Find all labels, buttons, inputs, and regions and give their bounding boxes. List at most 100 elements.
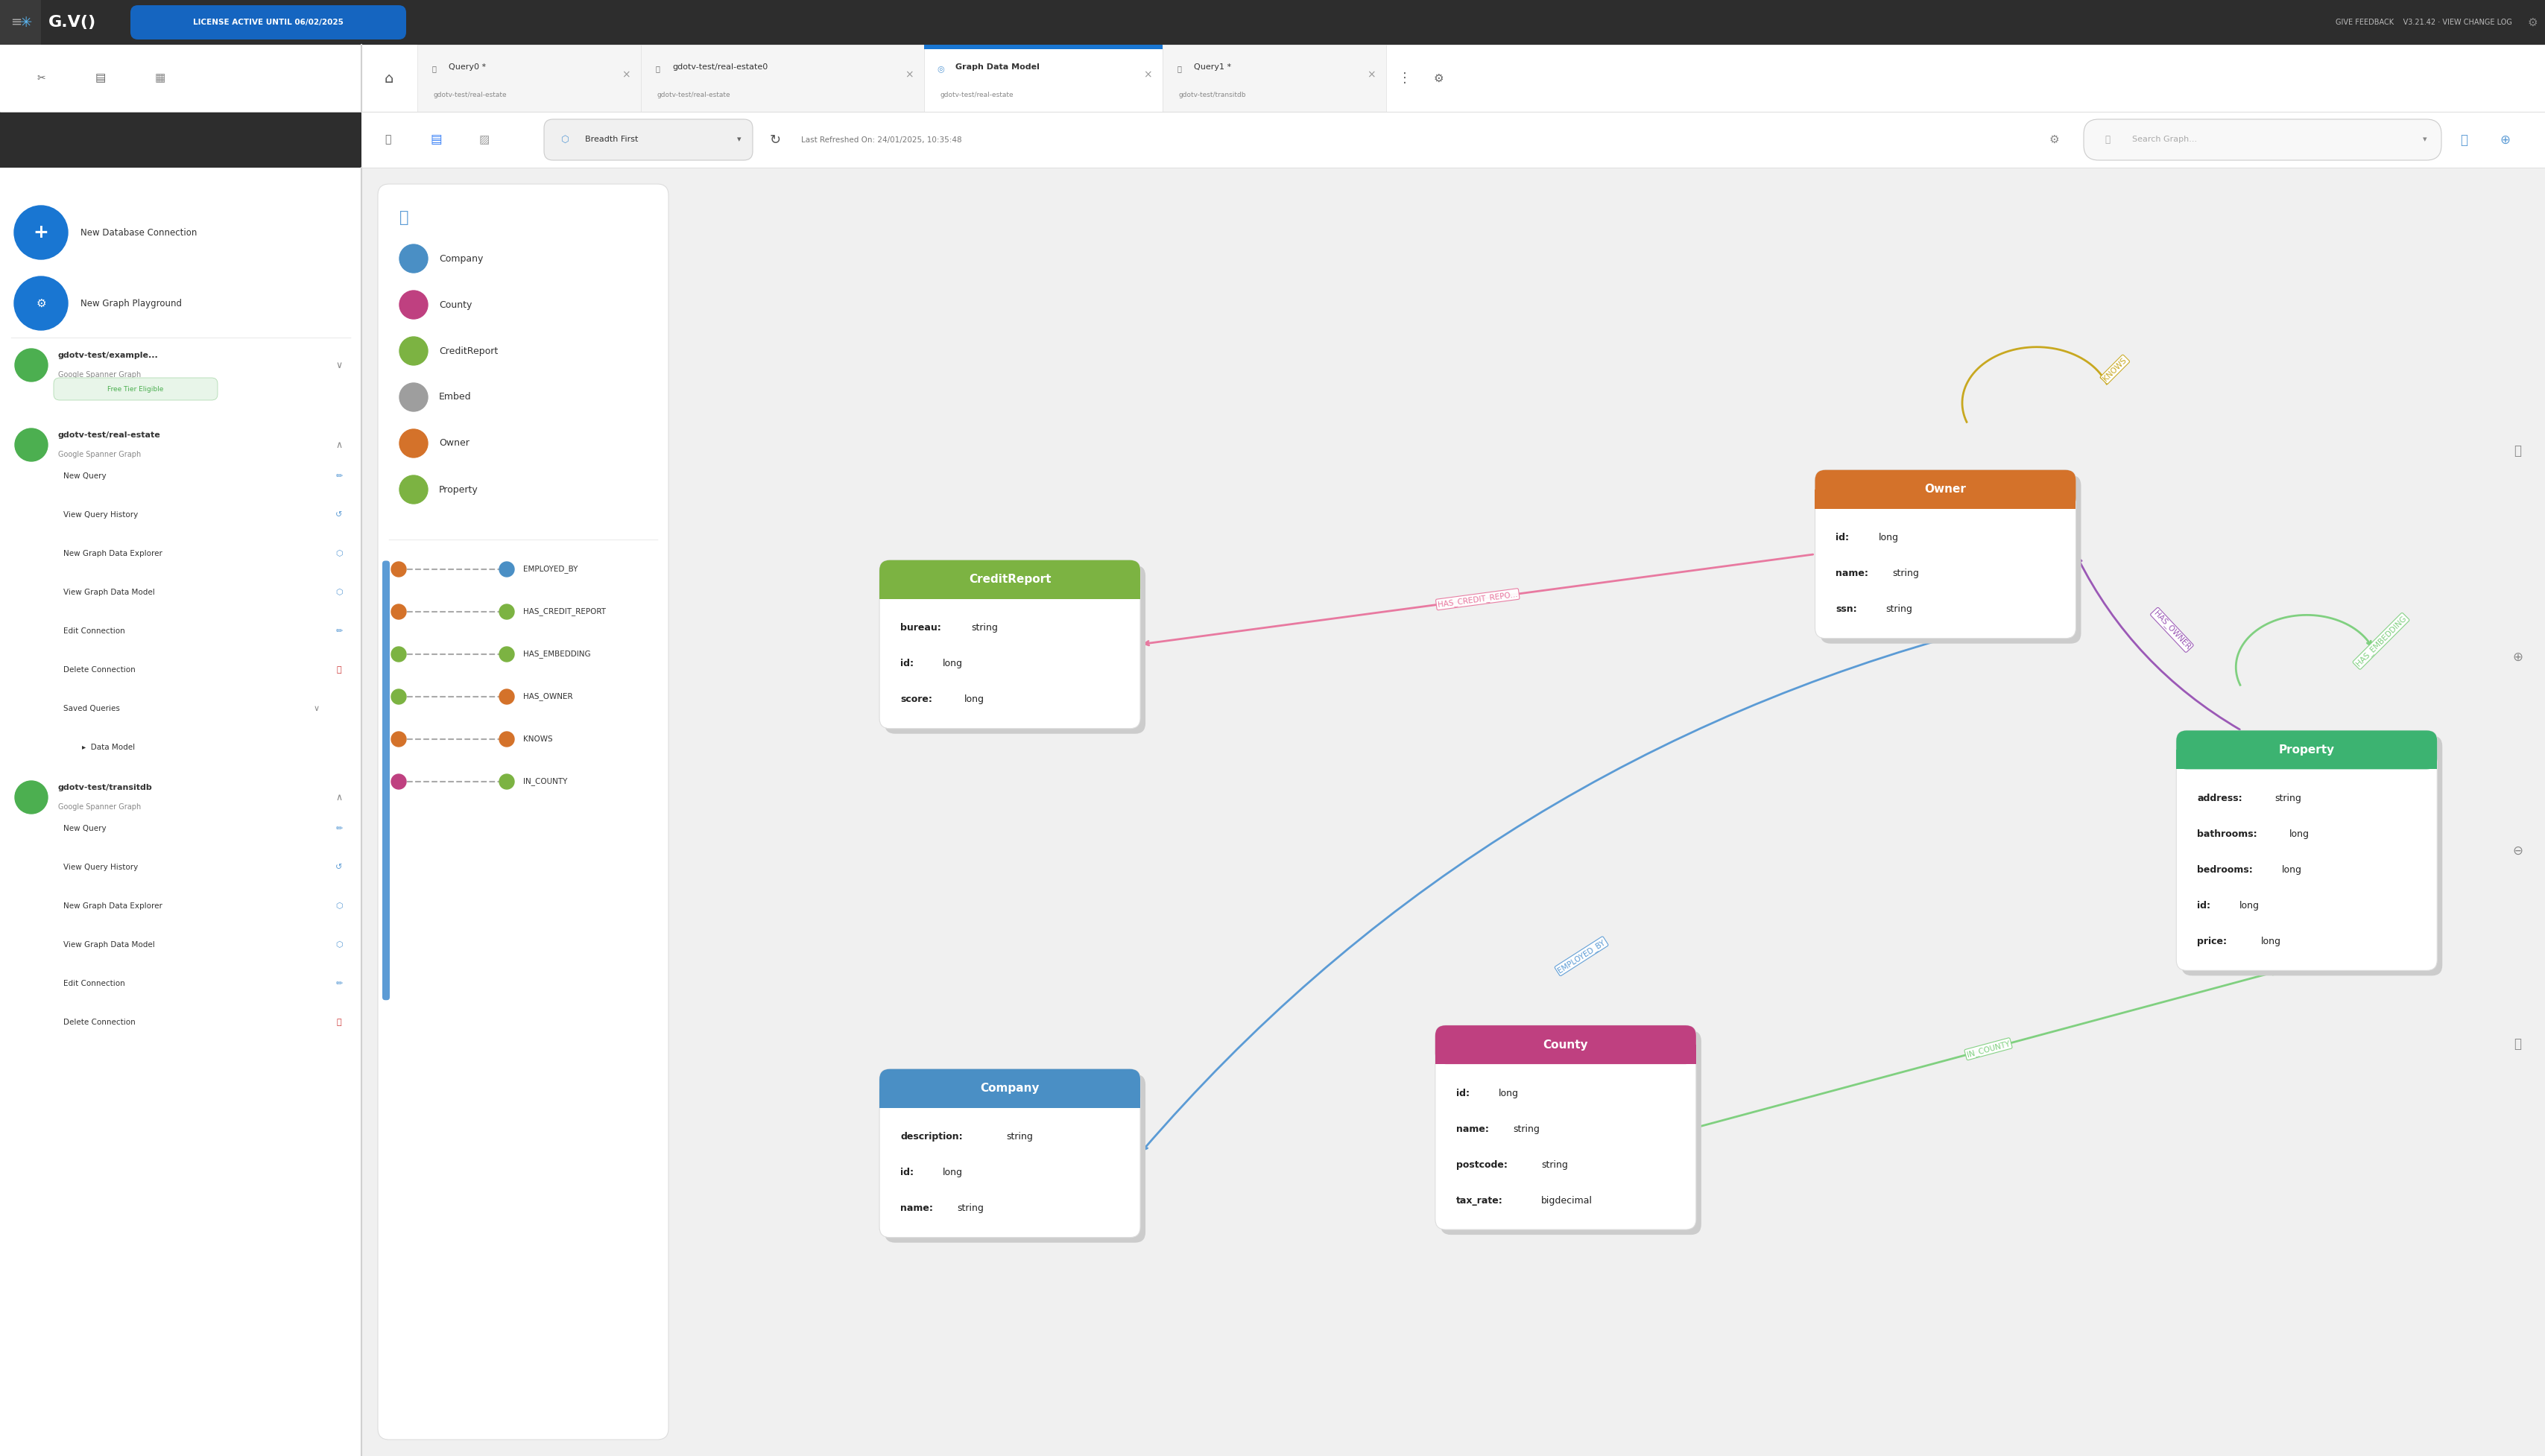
- Text: G.V(): G.V(): [48, 15, 97, 29]
- Circle shape: [400, 476, 428, 504]
- Text: Free Tier Eligible: Free Tier Eligible: [107, 386, 163, 392]
- Text: 🔍: 🔍: [2105, 135, 2110, 144]
- Text: ▸  Data Model: ▸ Data Model: [81, 744, 135, 751]
- Text: string: string: [2275, 794, 2301, 804]
- Bar: [0, 45, 2545, 112]
- Text: 🌐: 🌐: [2458, 132, 2466, 147]
- Text: postcode:: postcode:: [1456, 1160, 1507, 1169]
- Text: ⊕: ⊕: [2512, 651, 2522, 664]
- Text: ⬡: ⬡: [336, 550, 344, 558]
- Text: ▤: ▤: [94, 73, 107, 84]
- FancyBboxPatch shape: [1820, 475, 2079, 644]
- Text: View Query History: View Query History: [64, 511, 137, 518]
- Circle shape: [392, 775, 407, 789]
- Circle shape: [400, 383, 428, 411]
- Text: ⌂: ⌂: [384, 71, 394, 86]
- Text: id:: id:: [2196, 901, 2209, 910]
- Text: HAS_OWNER: HAS_OWNER: [524, 693, 573, 700]
- Text: ⚙: ⚙: [2527, 17, 2537, 28]
- Text: Embed: Embed: [438, 392, 471, 402]
- Text: KNOWS: KNOWS: [524, 735, 552, 743]
- Bar: [2176, 750, 2436, 769]
- Text: id:: id:: [1456, 1088, 1468, 1098]
- Text: New Query: New Query: [64, 472, 107, 480]
- Circle shape: [15, 205, 69, 259]
- FancyBboxPatch shape: [883, 565, 1145, 734]
- Text: ssn:: ssn:: [1835, 604, 1858, 614]
- Text: HAS_EMBEDDING: HAS_EMBEDDING: [524, 651, 590, 658]
- Text: id:: id:: [1835, 533, 1848, 543]
- Text: KNOWS: KNOWS: [2102, 357, 2128, 383]
- Text: string: string: [1886, 604, 1911, 614]
- Bar: [361, 112, 2545, 167]
- Text: ✏: ✏: [336, 472, 344, 480]
- Text: ▨: ▨: [478, 134, 489, 146]
- Text: ⊖: ⊖: [2512, 844, 2522, 858]
- Text: score:: score:: [901, 695, 931, 705]
- Circle shape: [499, 775, 514, 789]
- Text: New Query: New Query: [64, 826, 107, 833]
- Text: 🗑: 🗑: [336, 1019, 341, 1026]
- Text: Edit Connection: Edit Connection: [64, 980, 125, 987]
- FancyBboxPatch shape: [2181, 735, 2441, 976]
- Circle shape: [499, 732, 514, 747]
- Circle shape: [392, 646, 407, 661]
- Bar: [361, 167, 2545, 1456]
- Circle shape: [15, 349, 48, 381]
- Text: ✳: ✳: [20, 15, 33, 29]
- Text: HAS_CREDIT_REPO...: HAS_CREDIT_REPO...: [1438, 590, 1517, 609]
- Bar: [417, 45, 641, 112]
- Text: County: County: [438, 300, 471, 310]
- Text: gdotv-test/real-estate: gdotv-test/real-estate: [939, 92, 1013, 98]
- Text: County: County: [1542, 1040, 1588, 1050]
- Bar: [1815, 489, 2074, 508]
- Text: Owner: Owner: [438, 438, 468, 448]
- Text: Owner: Owner: [1924, 483, 1965, 495]
- Bar: [641, 45, 924, 112]
- Text: 🗑: 🗑: [336, 667, 341, 674]
- FancyBboxPatch shape: [878, 561, 1140, 598]
- FancyBboxPatch shape: [2176, 731, 2436, 971]
- Text: ✏: ✏: [336, 826, 344, 833]
- Text: name:: name:: [1835, 569, 1868, 578]
- Text: Edit Connection: Edit Connection: [64, 628, 125, 635]
- Text: price:: price:: [2196, 936, 2227, 946]
- Text: long: long: [2288, 830, 2308, 839]
- Text: ↺: ↺: [336, 511, 344, 518]
- Text: View Graph Data Model: View Graph Data Model: [64, 588, 155, 596]
- Text: ⬡: ⬡: [336, 588, 344, 596]
- Text: bigdecimal: bigdecimal: [1540, 1195, 1593, 1206]
- Bar: [878, 1089, 1140, 1108]
- Bar: [924, 45, 1163, 50]
- Text: EMPLOYED_BY: EMPLOYED_BY: [524, 565, 578, 574]
- FancyBboxPatch shape: [1440, 1031, 1700, 1235]
- FancyBboxPatch shape: [382, 561, 389, 1000]
- Text: Property: Property: [438, 485, 478, 495]
- Text: ⬡: ⬡: [560, 135, 568, 144]
- Text: ×: ×: [1367, 70, 1374, 80]
- Text: ∧: ∧: [336, 792, 344, 802]
- Circle shape: [400, 291, 428, 319]
- Text: ✂: ✂: [36, 73, 46, 83]
- Text: ◎: ◎: [937, 66, 944, 73]
- Bar: [924, 45, 1163, 112]
- Text: tax_rate:: tax_rate:: [1456, 1195, 1502, 1206]
- Text: long: long: [965, 695, 985, 705]
- Text: ↺: ↺: [336, 863, 344, 871]
- Text: HAS_EMBEDDING: HAS_EMBEDDING: [2354, 614, 2408, 668]
- Text: CreditReport: CreditReport: [970, 574, 1051, 585]
- Bar: [878, 579, 1140, 598]
- FancyBboxPatch shape: [545, 119, 753, 160]
- Text: long: long: [2260, 936, 2280, 946]
- Text: Query0 *: Query0 *: [448, 64, 486, 71]
- Bar: [0, 45, 2545, 112]
- Bar: [0, 0, 2545, 45]
- Text: long: long: [2240, 901, 2260, 910]
- Text: ▾: ▾: [738, 135, 741, 144]
- Circle shape: [15, 780, 48, 814]
- Text: Query1 *: Query1 *: [1194, 64, 1232, 71]
- FancyBboxPatch shape: [130, 6, 407, 39]
- Circle shape: [499, 562, 514, 577]
- Bar: [0, 167, 361, 1456]
- Bar: [1163, 45, 1384, 112]
